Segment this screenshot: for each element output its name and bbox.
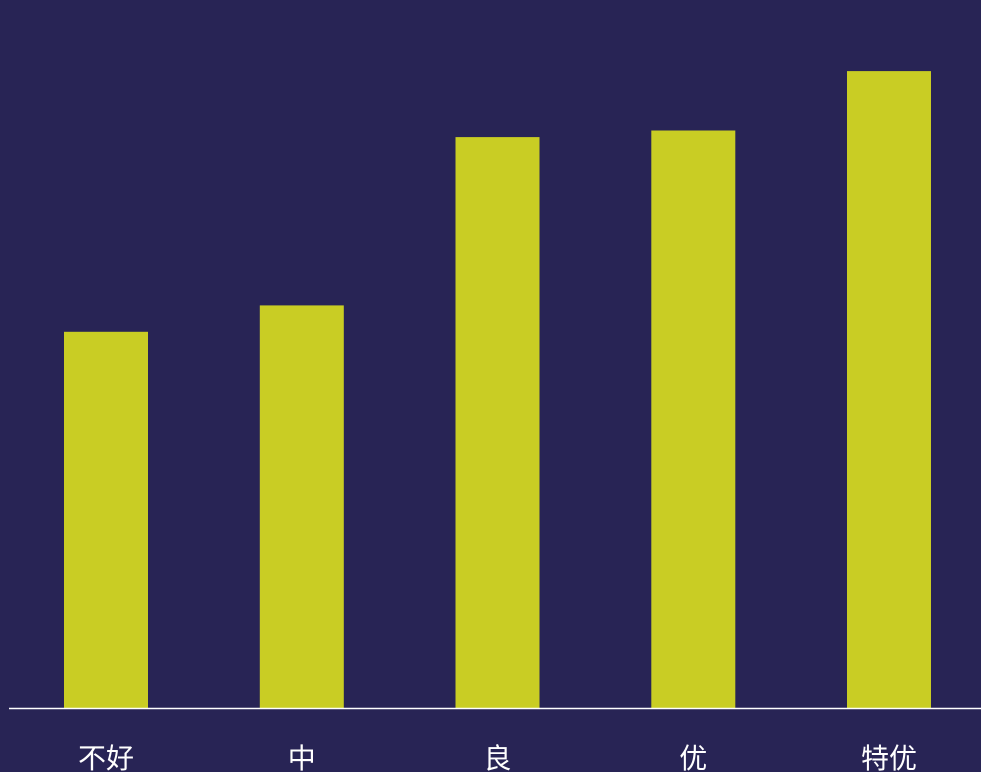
bars-group — [64, 71, 931, 709]
bar-3 — [651, 130, 736, 708]
x-tick-label-1: 中 — [288, 742, 316, 772]
x-tick-label-0: 不好 — [78, 742, 134, 772]
x-tick-label-4: 特优 — [861, 742, 917, 772]
bar-1 — [259, 305, 344, 708]
x-tick-label-3: 优 — [679, 742, 707, 772]
x-tick-label-2: 良 — [483, 742, 511, 772]
bar-2 — [455, 137, 540, 709]
x-tick-labels: 不好 中 良 优 特优 — [78, 742, 917, 772]
bar-4 — [847, 71, 931, 709]
bar-0 — [64, 331, 148, 708]
